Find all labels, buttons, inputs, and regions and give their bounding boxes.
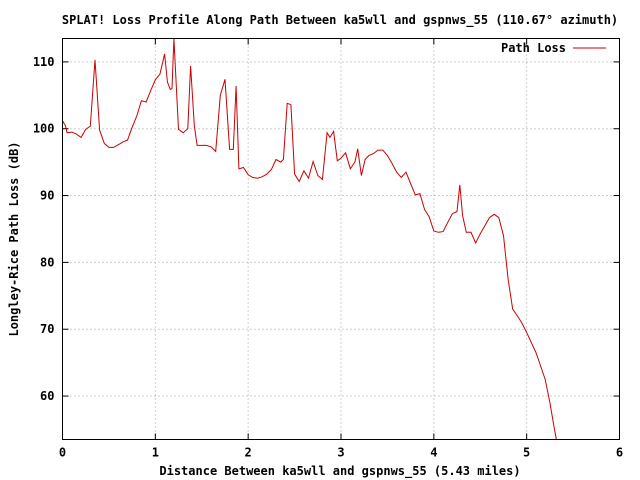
x-tick-label: 2 xyxy=(245,446,252,460)
y-tick-label: 80 xyxy=(40,255,54,269)
legend-label: Path Loss xyxy=(501,41,566,55)
y-tick-label: 60 xyxy=(40,389,54,403)
x-axis-label: Distance Between ka5wll and gspnws_55 (5… xyxy=(159,464,520,479)
x-tick-label: 4 xyxy=(430,446,437,460)
y-tick-label: 70 xyxy=(40,322,54,336)
y-tick-label: 90 xyxy=(40,189,54,203)
legend: Path Loss xyxy=(501,41,606,55)
x-tick-label: 3 xyxy=(337,446,344,460)
grid xyxy=(62,38,620,440)
x-tick-label: 6 xyxy=(616,446,623,460)
axes: 0 1 2 3 4 5 6 60 70 80 90 100 110 xyxy=(33,38,623,460)
y-tick-label: 110 xyxy=(33,55,55,69)
x-tick-label: 0 xyxy=(59,446,66,460)
series-layer xyxy=(62,38,557,440)
chart-title: SPLAT! Loss Profile Along Path Between k… xyxy=(62,13,618,28)
y-axis-label: Longley-Rice Path Loss (dB) xyxy=(7,141,21,336)
x-tick-label: 1 xyxy=(152,446,159,460)
x-tick-label: 5 xyxy=(523,446,530,460)
y-tick-label: 100 xyxy=(33,122,55,136)
path-loss-line xyxy=(62,38,557,440)
plot-frame xyxy=(62,38,620,440)
